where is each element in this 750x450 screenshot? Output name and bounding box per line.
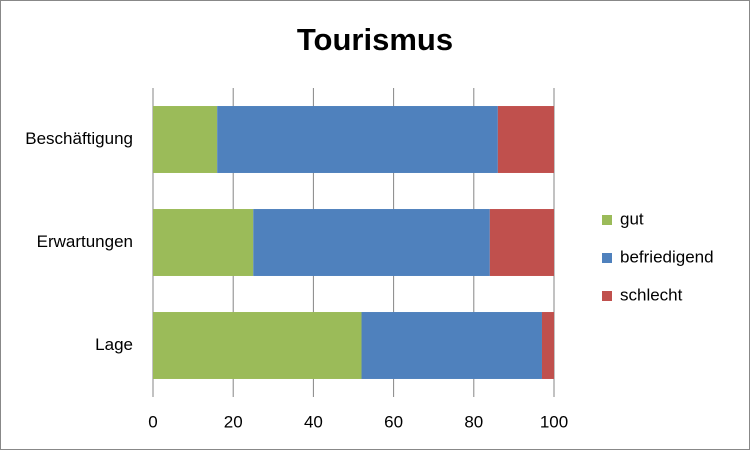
legend-swatch: [602, 215, 612, 225]
legend-swatch: [602, 253, 612, 263]
x-tick-label: 60: [384, 412, 403, 431]
chart-title: Tourismus: [297, 22, 453, 57]
x-tick-label: 100: [540, 412, 568, 431]
x-tick-label: 20: [224, 412, 243, 431]
x-tick-label: 80: [464, 412, 483, 431]
y-tick-label: Beschäftigung: [25, 129, 133, 148]
y-tick-label: Lage: [95, 335, 133, 354]
bar-segment: [153, 312, 362, 379]
legend-label: schlecht: [620, 285, 683, 304]
bar-segment: [489, 209, 554, 276]
bar-segment: [541, 312, 554, 379]
bar-segment: [153, 209, 254, 276]
legend-label: gut: [620, 209, 644, 228]
legend-label: befriedigend: [620, 247, 714, 266]
bar-segment: [253, 209, 490, 276]
bar-segment: [497, 106, 554, 173]
y-tick-label: Erwartungen: [37, 232, 133, 251]
legend-swatch: [602, 291, 612, 301]
bar-segment: [361, 312, 542, 379]
bar-segment: [217, 106, 498, 173]
bar-segment: [153, 106, 218, 173]
x-tick-label: 40: [304, 412, 323, 431]
x-tick-label: 0: [148, 412, 157, 431]
